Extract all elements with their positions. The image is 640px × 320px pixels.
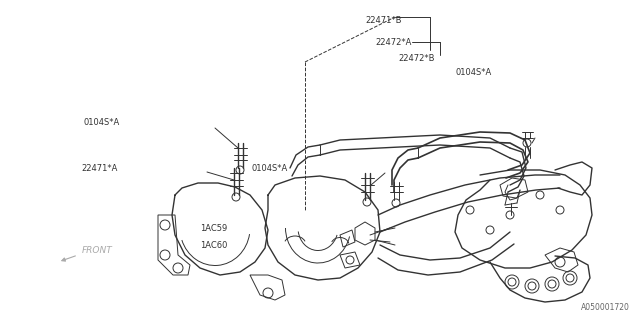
Text: 22471*A: 22471*A — [81, 164, 117, 172]
Text: 0104S*A: 0104S*A — [83, 117, 119, 126]
Text: 1AC60: 1AC60 — [200, 241, 227, 250]
Text: 1AC59: 1AC59 — [200, 223, 227, 233]
Text: 22472*A: 22472*A — [375, 37, 412, 46]
Text: A050001720: A050001720 — [581, 303, 630, 312]
Text: 0104S*A: 0104S*A — [455, 68, 492, 76]
Text: FRONT: FRONT — [82, 245, 113, 254]
Text: 0104S*A: 0104S*A — [252, 164, 288, 172]
Text: 22471*B: 22471*B — [365, 15, 401, 25]
Text: 22472*B: 22472*B — [398, 53, 435, 62]
